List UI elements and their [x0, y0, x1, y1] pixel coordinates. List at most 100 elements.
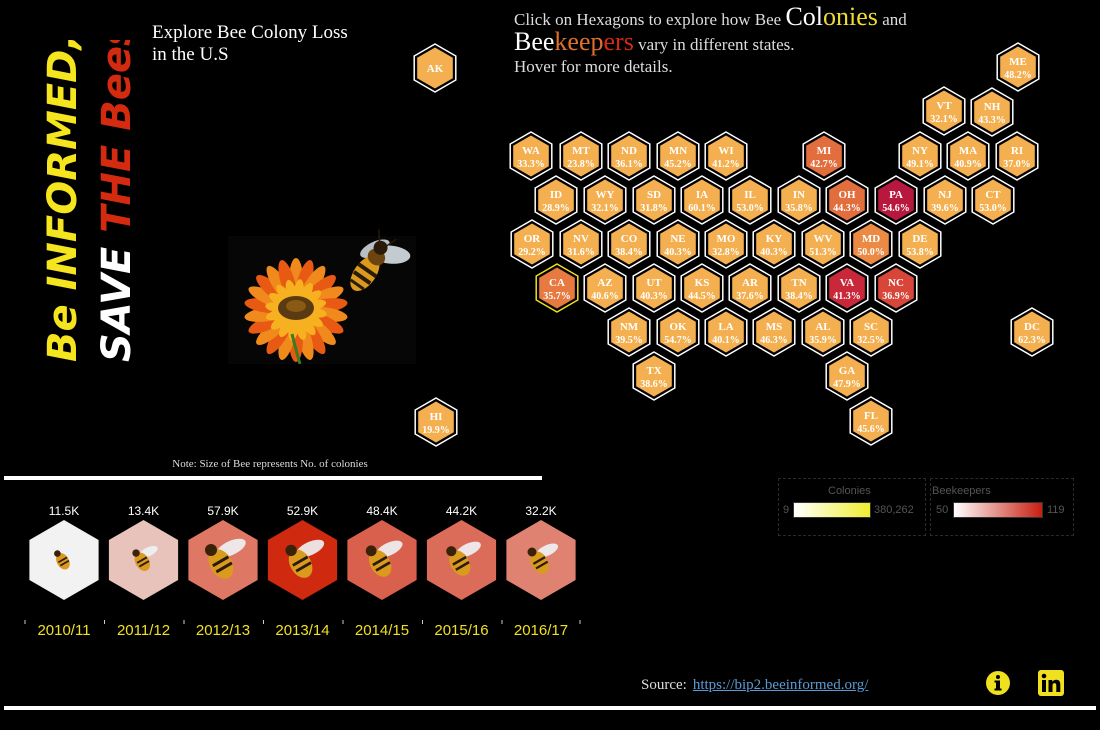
- state-loss-pct: 35.8%: [785, 203, 813, 214]
- bee-icon: [349, 229, 411, 292]
- state-hex-oh[interactable]: OH 44.3%: [825, 175, 869, 225]
- state-abbr: AK: [427, 63, 444, 75]
- state-hex-vt[interactable]: VT 32.1%: [922, 86, 966, 136]
- state-hex-nm[interactable]: NM 39.5%: [607, 307, 651, 357]
- state-hex-md[interactable]: MD 50.0%: [849, 219, 893, 269]
- state-abbr: ME: [1009, 56, 1027, 68]
- state-hex-ak[interactable]: AK: [413, 43, 457, 93]
- state-hex-az[interactable]: AZ 40.6%: [583, 263, 627, 313]
- state-abbr: NH: [984, 101, 1001, 113]
- state-abbr: MD: [862, 233, 880, 245]
- year-hex-3[interactable]: 57.9K 2012/13: [188, 504, 258, 639]
- state-abbr: NC: [888, 277, 904, 289]
- year-colonies-label: 11.5K: [49, 504, 79, 518]
- state-loss-pct: 45.2%: [664, 159, 692, 170]
- year-hex-5[interactable]: 48.4K 2014/15: [347, 504, 417, 639]
- state-hex-il[interactable]: IL 53.0%: [728, 175, 772, 225]
- state-hex-ct[interactable]: CT 53.0%: [971, 175, 1015, 225]
- state-abbr: MI: [817, 145, 832, 157]
- state-abbr: ND: [621, 145, 637, 157]
- source-link[interactable]: https://bip2.beeinformed.org/: [692, 677, 869, 693]
- state-hex-co[interactable]: CO 38.4%: [607, 219, 651, 269]
- state-hex-nh[interactable]: NH 43.3%: [970, 87, 1014, 137]
- state-hex-nc[interactable]: NC 36.9%: [874, 263, 918, 313]
- state-abbr: MS: [766, 321, 783, 333]
- state-hex-ia[interactable]: IA 60.1%: [680, 175, 724, 225]
- state-abbr: WI: [718, 145, 733, 157]
- state-hex-id[interactable]: ID 28.9%: [534, 175, 578, 225]
- state-abbr: WA: [522, 145, 540, 157]
- state-hex-ne[interactable]: NE 40.3%: [656, 219, 700, 269]
- year-hex-1[interactable]: 11.5K 2010/11: [29, 504, 99, 639]
- state-hex-mi[interactable]: MI 42.7%: [802, 131, 846, 181]
- state-hex-ga[interactable]: GA 47.9%: [825, 351, 869, 401]
- state-hex-mo[interactable]: MO 32.8%: [704, 219, 748, 269]
- state-abbr: GA: [839, 365, 856, 377]
- bee-icon: [132, 546, 158, 571]
- legend-colonies-gradient: [793, 502, 871, 518]
- state-hex-wv[interactable]: WV 51.3%: [801, 219, 845, 269]
- state-hex-ar[interactable]: AR 37.6%: [728, 263, 772, 313]
- state-hex-mn[interactable]: MN 45.2%: [656, 131, 700, 181]
- state-hex-tn[interactable]: TN 38.4%: [777, 263, 821, 313]
- state-hex-wy[interactable]: WY 32.1%: [583, 175, 627, 225]
- state-loss-pct: 60.1%: [688, 203, 716, 214]
- bee-icon: [205, 538, 246, 579]
- state-hex-mt[interactable]: MT 23.8%: [559, 131, 603, 181]
- state-abbr: VA: [840, 277, 855, 289]
- state-loss-pct: 36.9%: [882, 291, 910, 302]
- state-hex-ms[interactable]: MS 46.3%: [752, 307, 796, 357]
- state-loss-pct: 46.3%: [760, 335, 788, 346]
- year-hex-4[interactable]: 52.9K 2013/14: [267, 504, 338, 639]
- title-be-informed: Be INFORMED,: [40, 40, 86, 362]
- state-abbr: CO: [621, 233, 638, 245]
- state-hex-la[interactable]: LA 40.1%: [704, 307, 748, 357]
- state-hex-nv[interactable]: NV 31.6%: [559, 219, 603, 269]
- state-hex-sd[interactable]: SD 31.8%: [632, 175, 676, 225]
- state-hex-fl[interactable]: FL 45.6%: [849, 396, 893, 446]
- state-hex-ma[interactable]: MA 40.9%: [946, 131, 990, 181]
- source-line: Source: https://bip2.beeinformed.org/: [641, 677, 868, 694]
- state-abbr: TX: [646, 365, 661, 377]
- state-loss-pct: 62.3%: [1018, 335, 1046, 346]
- state-hex-tx[interactable]: TX 38.6%: [632, 351, 676, 401]
- state-hex-nd[interactable]: ND 36.1%: [607, 131, 651, 181]
- footer-divider: [4, 706, 1096, 710]
- state-hex-ca[interactable]: CA 35.7%: [535, 263, 579, 313]
- state-hex-va[interactable]: VA 41.3%: [825, 263, 869, 313]
- state-hex-al[interactable]: AL 35.9%: [801, 307, 845, 357]
- year-label: 2012/13: [196, 622, 250, 639]
- bee-icon: [446, 541, 481, 576]
- legend-beekeepers: Beekeepers 50 119: [930, 478, 1074, 536]
- year-hex-7[interactable]: 32.2K 2016/17: [506, 504, 576, 639]
- state-hex-ks[interactable]: KS 44.5%: [680, 263, 724, 313]
- info-icon[interactable]: [985, 670, 1011, 696]
- year-label: 2015/16: [434, 622, 488, 639]
- state-hex-wi[interactable]: WI 41.2%: [704, 131, 748, 181]
- state-abbr: KY: [766, 233, 783, 245]
- year-hex-6[interactable]: 44.2K 2015/16: [426, 504, 497, 639]
- bee-icon: [54, 547, 77, 570]
- state-hex-dc[interactable]: DC 62.3%: [1010, 307, 1054, 357]
- state-hex-in[interactable]: IN 35.8%: [777, 175, 821, 225]
- state-abbr: CT: [985, 189, 1001, 201]
- state-hex-ut[interactable]: UT 40.3%: [632, 263, 676, 313]
- state-hex-wa[interactable]: WA 33.3%: [509, 131, 553, 181]
- state-hex-or[interactable]: OR 29.2%: [510, 219, 554, 269]
- state-hex-me[interactable]: ME 48.2%: [996, 42, 1040, 92]
- state-hex-nj[interactable]: NJ 39.6%: [923, 175, 967, 225]
- state-abbr: NM: [620, 321, 639, 333]
- state-hex-ri[interactable]: RI 37.0%: [995, 131, 1039, 181]
- state-hex-ny[interactable]: NY 49.1%: [898, 131, 942, 181]
- state-hex-de[interactable]: DE 53.8%: [898, 219, 942, 269]
- source-label: Source:: [641, 677, 687, 693]
- year-hex-2[interactable]: 13.4K 2011/12: [108, 504, 179, 639]
- state-abbr: OK: [669, 321, 687, 333]
- state-hex-hi[interactable]: HI 19.9%: [414, 397, 458, 447]
- linkedin-icon[interactable]: [1038, 670, 1064, 696]
- state-hex-sc[interactable]: SC 32.5%: [849, 307, 893, 357]
- state-loss-pct: 40.3%: [664, 247, 692, 258]
- state-hex-ky[interactable]: KY 40.3%: [752, 219, 796, 269]
- state-hex-pa[interactable]: PA 54.6%: [874, 175, 918, 225]
- state-hex-ok[interactable]: OK 54.7%: [656, 307, 700, 357]
